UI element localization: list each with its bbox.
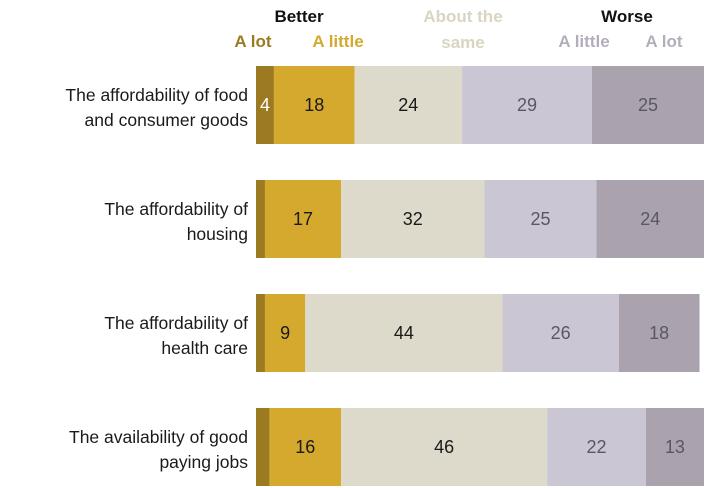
- category-label-line: and consumer goods: [85, 110, 249, 130]
- subheader-better-a-lot: A lot: [234, 32, 271, 51]
- bar-segment-better-a-little: [273, 66, 355, 144]
- bar-segment-about-same: [341, 408, 548, 486]
- bar-segment-worse-a-lot: [596, 180, 704, 258]
- header-about-same-line2: same: [441, 33, 484, 52]
- bar-segment-better-a-lot: [256, 408, 270, 486]
- value-label-worse-a-lot: 25: [638, 95, 658, 115]
- bar-segment-worse-a-lot: [645, 408, 704, 486]
- value-label-about-same: 32: [403, 209, 423, 229]
- bar-segment-worse-a-little: [502, 294, 619, 372]
- bar-segment-better-a-little: [269, 408, 342, 486]
- subheader-worse-a-lot: A lot: [645, 32, 682, 51]
- subheader-better-a-little: A little: [312, 32, 363, 51]
- bar-segment-about-same: [354, 66, 463, 144]
- bar-segment-better-a-lot: [256, 66, 274, 144]
- bar-segment-worse-a-little: [547, 408, 646, 486]
- bar-segment-about-same: [305, 294, 503, 372]
- chart-header: Better About the same Worse A lot A litt…: [234, 7, 682, 52]
- subheader-worse-a-little: A little: [558, 32, 609, 51]
- value-label-worse-a-little: 22: [586, 437, 606, 457]
- bar-segment-better-a-little: [264, 180, 342, 258]
- bar-segment-worse-a-lot: [618, 294, 700, 372]
- category-label-line: The affordability of: [104, 313, 248, 333]
- value-label-worse-a-lot: 18: [649, 323, 669, 343]
- bar-segment-better-a-lot: [256, 180, 265, 258]
- bar-segment-about-same: [341, 180, 485, 258]
- value-label-worse-a-lot: 24: [640, 209, 660, 229]
- bar-segment-better-a-little: [264, 294, 306, 372]
- value-label-better-a-lot: 4: [260, 95, 270, 115]
- header-better: Better: [274, 7, 324, 26]
- value-label-worse-a-little: 25: [530, 209, 550, 229]
- bar-segment-worse-a-little: [484, 180, 597, 258]
- value-label-about-same: 44: [394, 323, 414, 343]
- chart-rows: The affordability of food and consumer go…: [65, 66, 704, 486]
- category-label-line: housing: [187, 224, 248, 244]
- value-label-about-same: 24: [398, 95, 418, 115]
- bar-segment-worse-a-little: [462, 66, 592, 144]
- header-about-same-line1: About the: [423, 7, 502, 26]
- bar-segment-better-a-lot: [256, 294, 265, 372]
- value-label-better-a-little: 16: [295, 437, 315, 457]
- value-label-worse-a-little: 29: [517, 95, 537, 115]
- category-label-line: The affordability of food: [65, 85, 248, 105]
- category-label-line: The affordability of: [104, 199, 248, 219]
- category-label-line: health care: [161, 338, 248, 358]
- header-worse: Worse: [601, 7, 653, 26]
- category-label-line: The availability of good: [69, 427, 248, 447]
- value-label-better-a-little: 17: [293, 209, 313, 229]
- bar-segment-worse-a-lot: [592, 66, 704, 144]
- value-label-better-a-little: 18: [304, 95, 324, 115]
- value-label-worse-a-little: 26: [551, 323, 571, 343]
- category-label-line: paying jobs: [159, 452, 248, 472]
- value-label-better-a-little: 9: [280, 323, 290, 343]
- value-label-worse-a-lot: 13: [665, 437, 685, 457]
- value-label-about-same: 46: [434, 437, 454, 457]
